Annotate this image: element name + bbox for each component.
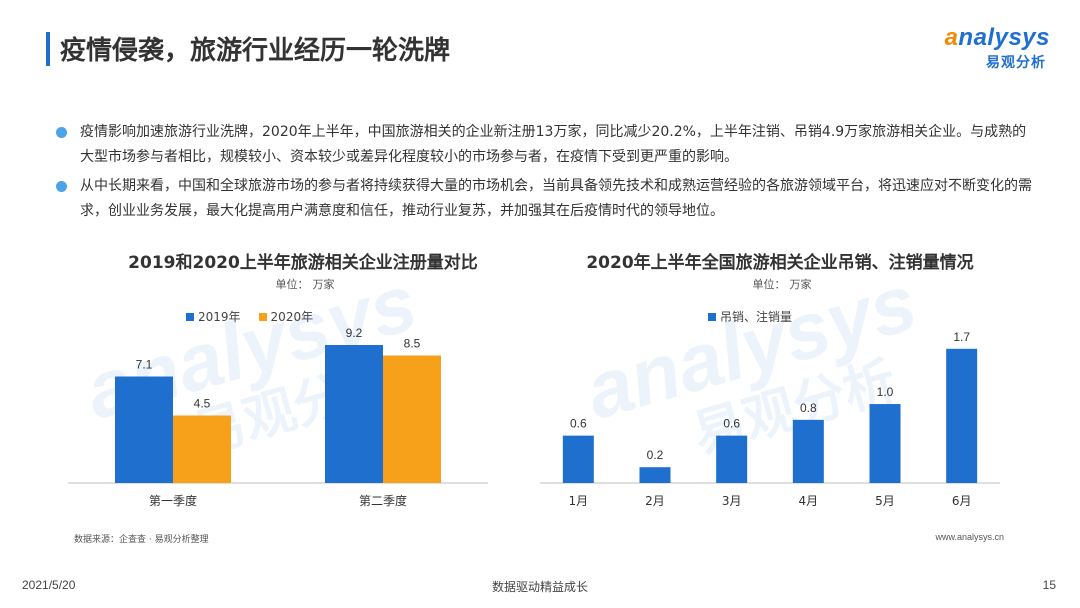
- bullet-item: 疫情影响加速旅游行业洗牌，2020年上半年，中国旅游相关的企业新注册13万家，同…: [56, 120, 1036, 170]
- footer-slogan: 数据驱动精益成长: [491, 580, 588, 594]
- chart-unit: 单位： 万家: [752, 278, 812, 291]
- bullet-text: 疫情影响加速旅游行业洗牌，2020年上半年，中国旅游相关的企业新注册13万家，同…: [80, 124, 1027, 165]
- category-label: 1月: [569, 494, 589, 508]
- legend-swatch: [258, 312, 267, 321]
- data-label: 9.2: [346, 326, 363, 340]
- bar: [869, 404, 901, 483]
- category-label: 6月: [952, 494, 972, 508]
- logo-text-cn: 易观分析: [986, 55, 1046, 71]
- bullet-list: 疫情影响加速旅游行业洗牌，2020年上半年，中国旅游相关的企业新注册13万家，同…: [56, 120, 1036, 228]
- data-label: 0.6: [723, 417, 740, 431]
- title-accent-bar: [46, 32, 50, 66]
- bullet-dot-icon: [56, 127, 67, 138]
- legend-item: 2020年: [258, 308, 314, 325]
- category-label: 第二季度: [359, 493, 407, 508]
- data-label: 0.6: [570, 417, 587, 431]
- data-label: 1.7: [953, 330, 970, 344]
- legend-item: 吊销、注销量: [708, 308, 792, 325]
- category-label: 3月: [722, 494, 742, 508]
- bar-plot: 0.6 1月 0.2 2月 0.6 3月 0.8 4月 1.0 5月 1.7 6月: [540, 330, 1000, 508]
- data-source: 数据来源：企查查 · 易观分析整理: [74, 535, 209, 545]
- website-url: www.analysys.cn: [935, 532, 1004, 542]
- legend-swatch: [186, 312, 194, 321]
- bar: [946, 348, 978, 483]
- chart-title: 2019和2020上半年旅游相关企业注册量对比: [128, 253, 478, 273]
- page-number: 15: [1042, 578, 1056, 592]
- bar: [325, 345, 383, 483]
- bullet-item: 从中长期来看，中国和全球旅游市场的参与者将持续获得大量的市场机会，当前具备领先技…: [56, 174, 1036, 224]
- chart-registrations: 2019和2020上半年旅游相关企业注册量对比 单位： 万家 2019年 2020…: [58, 240, 548, 540]
- chart-cancellations: 2020年上半年全国旅游相关企业吊销、注销量情况 单位： 万家 吊销、注销量 0.…: [540, 240, 1020, 540]
- data-label: 0.2: [647, 448, 664, 462]
- bar: [562, 435, 594, 483]
- legend-label: 2020年: [270, 310, 314, 324]
- category-label: 2月: [645, 494, 665, 508]
- bullet-dot-icon: [56, 181, 67, 192]
- data-label: 0.8: [800, 401, 817, 415]
- legend-item: 2019年: [186, 308, 241, 325]
- chart-title: 2020年上半年全国旅游相关企业吊销、注销量情况: [586, 253, 974, 273]
- category-label: 4月: [799, 494, 819, 508]
- bar: [716, 435, 748, 483]
- footer-date: 2021/5/20: [22, 578, 76, 592]
- chart-unit: 单位： 万家: [275, 278, 335, 291]
- bar: [383, 355, 441, 483]
- legend-label: 2019年: [198, 310, 241, 324]
- data-label: 1.0: [877, 385, 894, 399]
- page-title: 疫情侵袭，旅游行业经历一轮洗牌: [60, 36, 451, 66]
- chart-legend: 2019年 2020年: [186, 308, 331, 325]
- legend-swatch: [708, 312, 716, 321]
- legend-label: 吊销、注销量: [720, 310, 793, 324]
- category-label: 第一季度: [149, 493, 197, 508]
- category-label: 5月: [875, 494, 895, 508]
- bar: [639, 467, 671, 483]
- bar: [792, 419, 824, 483]
- bullet-text: 从中长期来看，中国和全球旅游市场的参与者将持续获得大量的市场机会，当前具备领先技…: [80, 178, 1032, 219]
- data-label: 8.5: [404, 337, 421, 351]
- analysys-logo: analysys 易观分析: [945, 24, 1050, 74]
- bar: [115, 376, 173, 483]
- logo-text-en: analysys: [944, 24, 1050, 51]
- data-label: 7.1: [136, 358, 153, 372]
- data-label: 4.5: [194, 397, 211, 411]
- chart-legend: 吊销、注销量: [708, 308, 810, 325]
- bar-plot: 7.1 4.5 第一季度 9.2 8.5 第二季度: [68, 326, 488, 508]
- bar: [173, 415, 231, 483]
